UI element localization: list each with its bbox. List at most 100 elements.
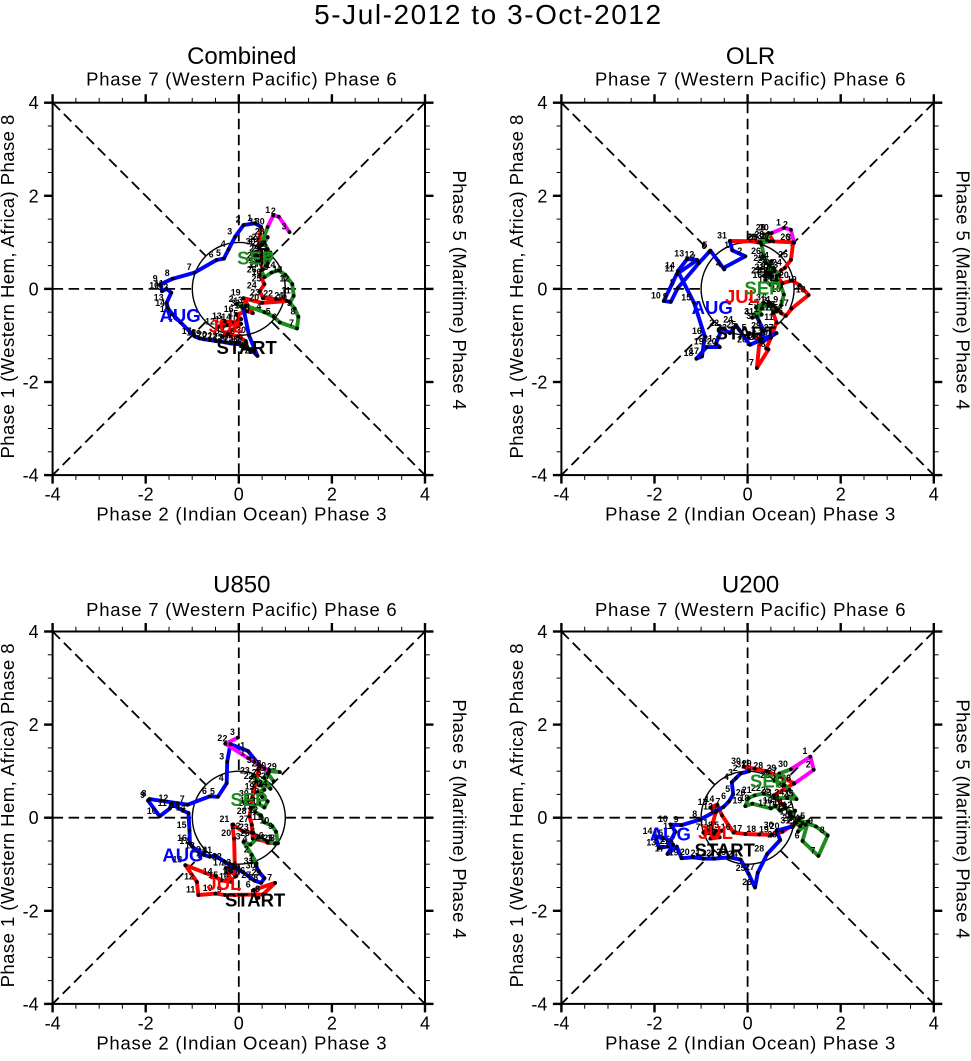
- svg-text:10: 10: [147, 806, 157, 816]
- svg-text:U200: U200: [722, 572, 779, 599]
- svg-text:2: 2: [737, 246, 742, 256]
- svg-text:0: 0: [537, 279, 547, 299]
- svg-text:30: 30: [255, 217, 265, 227]
- svg-text:6: 6: [209, 250, 214, 260]
- svg-text:2: 2: [229, 294, 234, 304]
- svg-text:1: 1: [741, 761, 746, 771]
- svg-text:-2: -2: [646, 485, 662, 505]
- svg-text:8: 8: [270, 833, 275, 843]
- svg-text:12: 12: [280, 274, 290, 284]
- svg-text:25: 25: [778, 250, 788, 260]
- svg-text:1: 1: [265, 205, 270, 215]
- svg-text:Phase 2 (Indian Ocean) Phase 3: Phase 2 (Indian Ocean) Phase 3: [605, 1032, 896, 1053]
- svg-text:2: 2: [537, 715, 547, 735]
- svg-text:Phase 1 (Western Hem, Africa): Phase 1 (Western Hem, Africa) Phase 8: [0, 114, 18, 458]
- svg-text:Phase 7 (Western Pacific) Phas: Phase 7 (Western Pacific) Phase 6: [86, 68, 397, 89]
- svg-text:10: 10: [651, 291, 661, 301]
- svg-text:5: 5: [210, 786, 215, 796]
- svg-text:0: 0: [29, 808, 39, 828]
- svg-text:4: 4: [537, 622, 547, 642]
- svg-text:SEP: SEP: [237, 248, 274, 269]
- svg-text:0: 0: [234, 1013, 244, 1033]
- svg-text:20: 20: [680, 847, 690, 857]
- svg-text:0: 0: [234, 485, 244, 505]
- svg-text:3: 3: [786, 232, 791, 242]
- svg-text:5: 5: [800, 811, 805, 821]
- svg-text:18: 18: [796, 285, 806, 295]
- svg-text:4: 4: [420, 1013, 430, 1033]
- svg-text:20: 20: [221, 828, 231, 838]
- svg-text:7: 7: [267, 872, 272, 882]
- svg-text:11: 11: [186, 885, 195, 895]
- svg-text:2: 2: [29, 186, 39, 206]
- svg-text:-2: -2: [646, 1013, 662, 1033]
- svg-text:30: 30: [764, 820, 774, 830]
- svg-text:1: 1: [776, 217, 781, 227]
- svg-text:3: 3: [230, 727, 235, 737]
- svg-text:3: 3: [236, 831, 241, 841]
- svg-text:3: 3: [219, 751, 224, 761]
- svg-text:2: 2: [783, 219, 788, 229]
- svg-text:START: START: [217, 337, 278, 358]
- svg-text:-4: -4: [45, 485, 61, 505]
- svg-text:Phase 5 (Maritime) Phase 4: Phase 5 (Maritime) Phase 4: [953, 699, 971, 939]
- svg-text:16: 16: [692, 326, 702, 336]
- svg-text:-4: -4: [531, 994, 547, 1014]
- svg-text:START: START: [225, 890, 286, 911]
- svg-text:18: 18: [746, 824, 756, 834]
- svg-text:1: 1: [249, 853, 254, 863]
- svg-text:-2: -2: [531, 373, 547, 393]
- svg-text:8: 8: [692, 809, 697, 819]
- svg-text:6: 6: [721, 791, 726, 801]
- svg-text:1: 1: [247, 213, 252, 223]
- svg-text:-2: -2: [23, 901, 39, 921]
- svg-text:0: 0: [29, 279, 39, 299]
- svg-text:Phase 5 (Maritime) Phase 4: Phase 5 (Maritime) Phase 4: [953, 171, 971, 411]
- svg-text:3: 3: [227, 226, 232, 236]
- svg-text:19: 19: [669, 848, 679, 858]
- svg-text:4: 4: [929, 1013, 939, 1033]
- svg-text:2: 2: [327, 485, 337, 505]
- svg-text:3: 3: [238, 295, 243, 305]
- svg-text:-2: -2: [138, 1013, 154, 1033]
- svg-text:2: 2: [29, 715, 39, 735]
- svg-text:0: 0: [743, 485, 753, 505]
- svg-text:SEP: SEP: [750, 770, 787, 791]
- svg-text:SEP: SEP: [744, 278, 781, 299]
- svg-text:2: 2: [327, 1013, 337, 1033]
- svg-text:OLR: OLR: [726, 43, 775, 70]
- svg-text:4: 4: [29, 622, 39, 642]
- svg-text:0: 0: [537, 808, 547, 828]
- svg-text:Phase 7 (Western Pacific) Phas: Phase 7 (Western Pacific) Phase 6: [86, 599, 397, 620]
- svg-text:30: 30: [759, 223, 769, 233]
- svg-text:AUG: AUG: [650, 824, 691, 845]
- svg-text:9: 9: [663, 291, 668, 301]
- svg-text:2: 2: [217, 733, 222, 743]
- svg-text:17: 17: [779, 298, 789, 308]
- svg-text:2: 2: [733, 763, 738, 773]
- svg-text:Phase 5 (Maritime) Phase 4: Phase 5 (Maritime) Phase 4: [449, 699, 470, 939]
- svg-text:4: 4: [716, 259, 721, 269]
- svg-text:Phase 1 (Western Hem, Africa): Phase 1 (Western Hem, Africa) Phase 8: [506, 643, 527, 987]
- svg-text:22: 22: [751, 265, 761, 275]
- svg-text:7: 7: [289, 318, 294, 328]
- svg-text:4: 4: [420, 485, 430, 505]
- svg-text:Phase 7 (Western Pacific) Phas: Phase 7 (Western Pacific) Phase 6: [595, 599, 906, 620]
- svg-text:12: 12: [159, 282, 169, 292]
- svg-text:8: 8: [165, 268, 170, 278]
- svg-text:-4: -4: [23, 466, 39, 486]
- svg-text:23: 23: [240, 765, 250, 775]
- svg-text:26: 26: [742, 877, 752, 887]
- svg-text:2: 2: [244, 844, 249, 854]
- svg-text:AUG: AUG: [162, 844, 203, 865]
- svg-text:29: 29: [248, 234, 258, 244]
- svg-text:6: 6: [259, 831, 264, 841]
- svg-text:9: 9: [808, 816, 813, 826]
- svg-text:Phase 5 (Maritime) Phase 4: Phase 5 (Maritime) Phase 4: [449, 171, 470, 411]
- svg-text:2: 2: [836, 485, 846, 505]
- svg-text:-4: -4: [531, 466, 547, 486]
- svg-text:Phase 7 (Western Pacific) Phas: Phase 7 (Western Pacific) Phase 6: [595, 68, 906, 89]
- svg-text:29: 29: [767, 830, 777, 840]
- svg-text:4: 4: [724, 772, 729, 782]
- svg-text:-4: -4: [45, 1013, 61, 1033]
